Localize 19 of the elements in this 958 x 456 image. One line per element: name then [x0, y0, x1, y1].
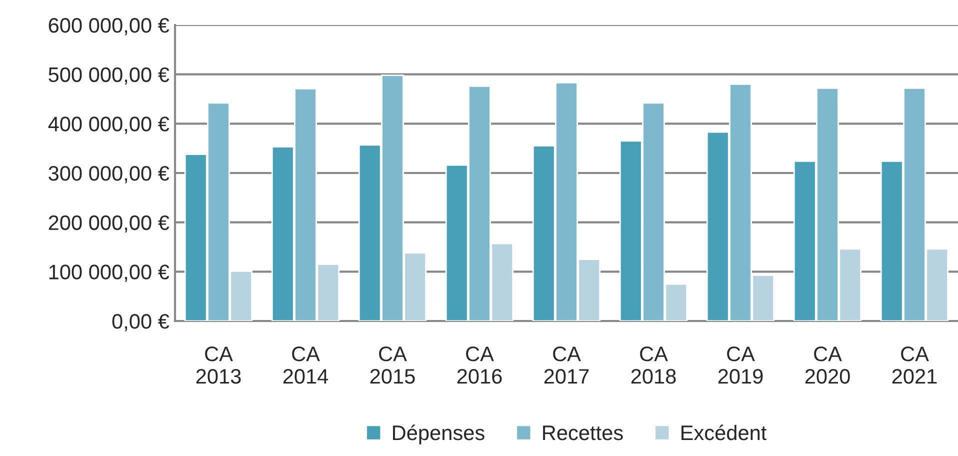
y-tick-label: 400 000,00 € [48, 116, 170, 134]
x-tick-label: CA 2018 [631, 346, 676, 384]
y-tick-label: 0,00 € [112, 314, 170, 332]
x-tick-label: CA 2017 [544, 346, 589, 384]
legend-label: Excédent [682, 424, 767, 440]
x-tick-label: CA 2015 [370, 346, 415, 384]
legend-label: Recettes [543, 426, 623, 440]
y-tick-label: 500 000,00 € [48, 67, 170, 85]
y-tick-label: 100 000,00 € [49, 264, 170, 282]
x-tick-label: CA 2016 [457, 346, 502, 384]
x-tick-label: CA 2014 [283, 346, 328, 384]
y-tick-label: 300 000,00 € [48, 166, 170, 184]
x-tick-label: CA 2019 [718, 346, 763, 384]
x-tick-label: CA 2021 [892, 346, 937, 384]
legend-label: Dépenses [393, 424, 484, 444]
y-tick-label: 600 000,00 € [48, 18, 170, 36]
x-tick-label: CA 2013 [196, 346, 241, 384]
x-tick-label: CA 2020 [805, 346, 850, 384]
y-tick-label: 200 000,00 € [48, 215, 170, 233]
